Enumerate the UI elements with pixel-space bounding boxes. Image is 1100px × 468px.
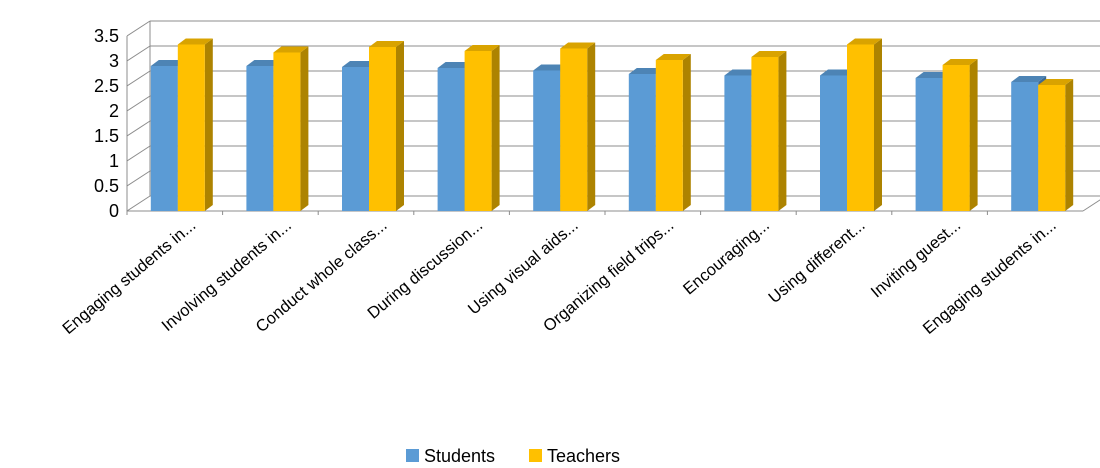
legend-label-teachers: Teachers xyxy=(547,446,620,466)
bar-top-face xyxy=(342,61,377,67)
bar-side-face xyxy=(587,42,596,211)
x-category-label: Inviting guest... xyxy=(868,216,965,301)
bar-front-face xyxy=(369,47,396,211)
bar-front-face xyxy=(273,52,301,211)
bar-side-face xyxy=(204,38,213,211)
legend-swatch-students xyxy=(406,449,419,462)
bar-front-face xyxy=(533,70,561,211)
bar-front-face xyxy=(751,57,779,211)
gridline-left-wall xyxy=(126,70,151,87)
bar-front-face xyxy=(655,60,683,211)
bar-top-face xyxy=(246,60,282,66)
bar-top-face xyxy=(464,45,500,51)
y-axis-tick-labels: 0 0.5 1 1.5 2 2.5 3 3.5 xyxy=(94,26,119,221)
floor-right-edge xyxy=(1082,199,1100,212)
bar-front-face xyxy=(150,66,178,211)
y-tick-label: 0 xyxy=(109,201,119,221)
bar-front-face xyxy=(437,68,465,211)
bar-top-face xyxy=(1038,79,1074,85)
bar-top-face xyxy=(177,38,213,45)
bar-top-face xyxy=(533,64,569,71)
bar-front-face xyxy=(942,65,970,211)
bar-front-face xyxy=(628,74,656,211)
bar-teachers xyxy=(655,54,691,211)
bar-top-face xyxy=(724,69,760,76)
bar-top-face xyxy=(915,72,951,78)
bar-front-face xyxy=(342,67,369,211)
bar-top-face xyxy=(437,62,473,68)
bar-teachers xyxy=(942,59,978,211)
bar-side-face xyxy=(396,41,404,211)
gridline-left-wall xyxy=(126,170,151,187)
bar-top-face xyxy=(1011,76,1047,82)
bar-teachers xyxy=(751,51,787,211)
y-tick-label: 2 xyxy=(109,101,119,121)
bar-front-face xyxy=(560,48,588,211)
y-tick-label: 3 xyxy=(109,51,119,71)
y-tick-label: 0.5 xyxy=(94,176,119,196)
bar-teachers xyxy=(464,45,500,211)
y-tick-label: 1 xyxy=(109,151,119,171)
bar-side-face xyxy=(969,59,978,211)
bar-teachers xyxy=(847,38,882,211)
bar-teachers xyxy=(177,38,213,211)
gridline-left-wall xyxy=(126,195,151,212)
bar-top-face xyxy=(942,59,978,65)
gridline-left-wall xyxy=(126,120,151,137)
y-tick-label: 3.5 xyxy=(94,26,119,46)
bar-side-face xyxy=(682,54,691,211)
y-tick-label: 2.5 xyxy=(94,76,119,96)
bar-front-face xyxy=(820,75,847,211)
bar-top-face xyxy=(150,60,186,66)
bar-front-face xyxy=(464,51,492,211)
x-category-label: Using different... xyxy=(765,216,868,307)
bar-side-face xyxy=(874,38,882,211)
bar-side-face xyxy=(300,46,309,211)
bar-teachers xyxy=(1038,79,1074,211)
bar-top-face xyxy=(751,51,787,57)
y-tick-label: 1.5 xyxy=(94,126,119,146)
bar-top-face xyxy=(628,68,664,74)
bar-front-face xyxy=(847,44,874,211)
bar-front-face xyxy=(177,44,205,211)
bar-teachers xyxy=(369,41,404,211)
bar-side-face xyxy=(491,45,500,211)
bar-front-face xyxy=(1038,85,1066,211)
bar-front-face xyxy=(724,75,752,211)
gridline-left-wall xyxy=(126,45,151,62)
bar-top-face xyxy=(369,41,404,47)
bar-top-face xyxy=(273,46,309,53)
x-category-label: Encouraging... xyxy=(680,216,773,298)
bar-top-face xyxy=(655,54,691,60)
bar-side-face xyxy=(1065,79,1074,211)
bar-top-face xyxy=(560,42,596,49)
bar-teachers xyxy=(273,46,309,211)
legend: Students Teachers xyxy=(406,446,620,466)
bar-top-face xyxy=(820,69,855,76)
bar-top-face xyxy=(847,38,882,45)
legend-label-students: Students xyxy=(424,446,495,466)
x-axis-category-labels: Engaging students in...Involving student… xyxy=(59,216,1060,338)
bar-front-face xyxy=(915,78,943,211)
bar-front-face xyxy=(1011,82,1039,211)
gridline-left-wall xyxy=(126,145,151,162)
gridline-left-wall xyxy=(126,20,151,37)
gridline-left-wall xyxy=(126,95,151,112)
bar-side-face xyxy=(778,51,787,211)
bars-layer xyxy=(150,38,1074,211)
legend-swatch-teachers xyxy=(529,449,542,462)
bar-front-face xyxy=(246,66,274,211)
bar-teachers xyxy=(560,42,596,211)
